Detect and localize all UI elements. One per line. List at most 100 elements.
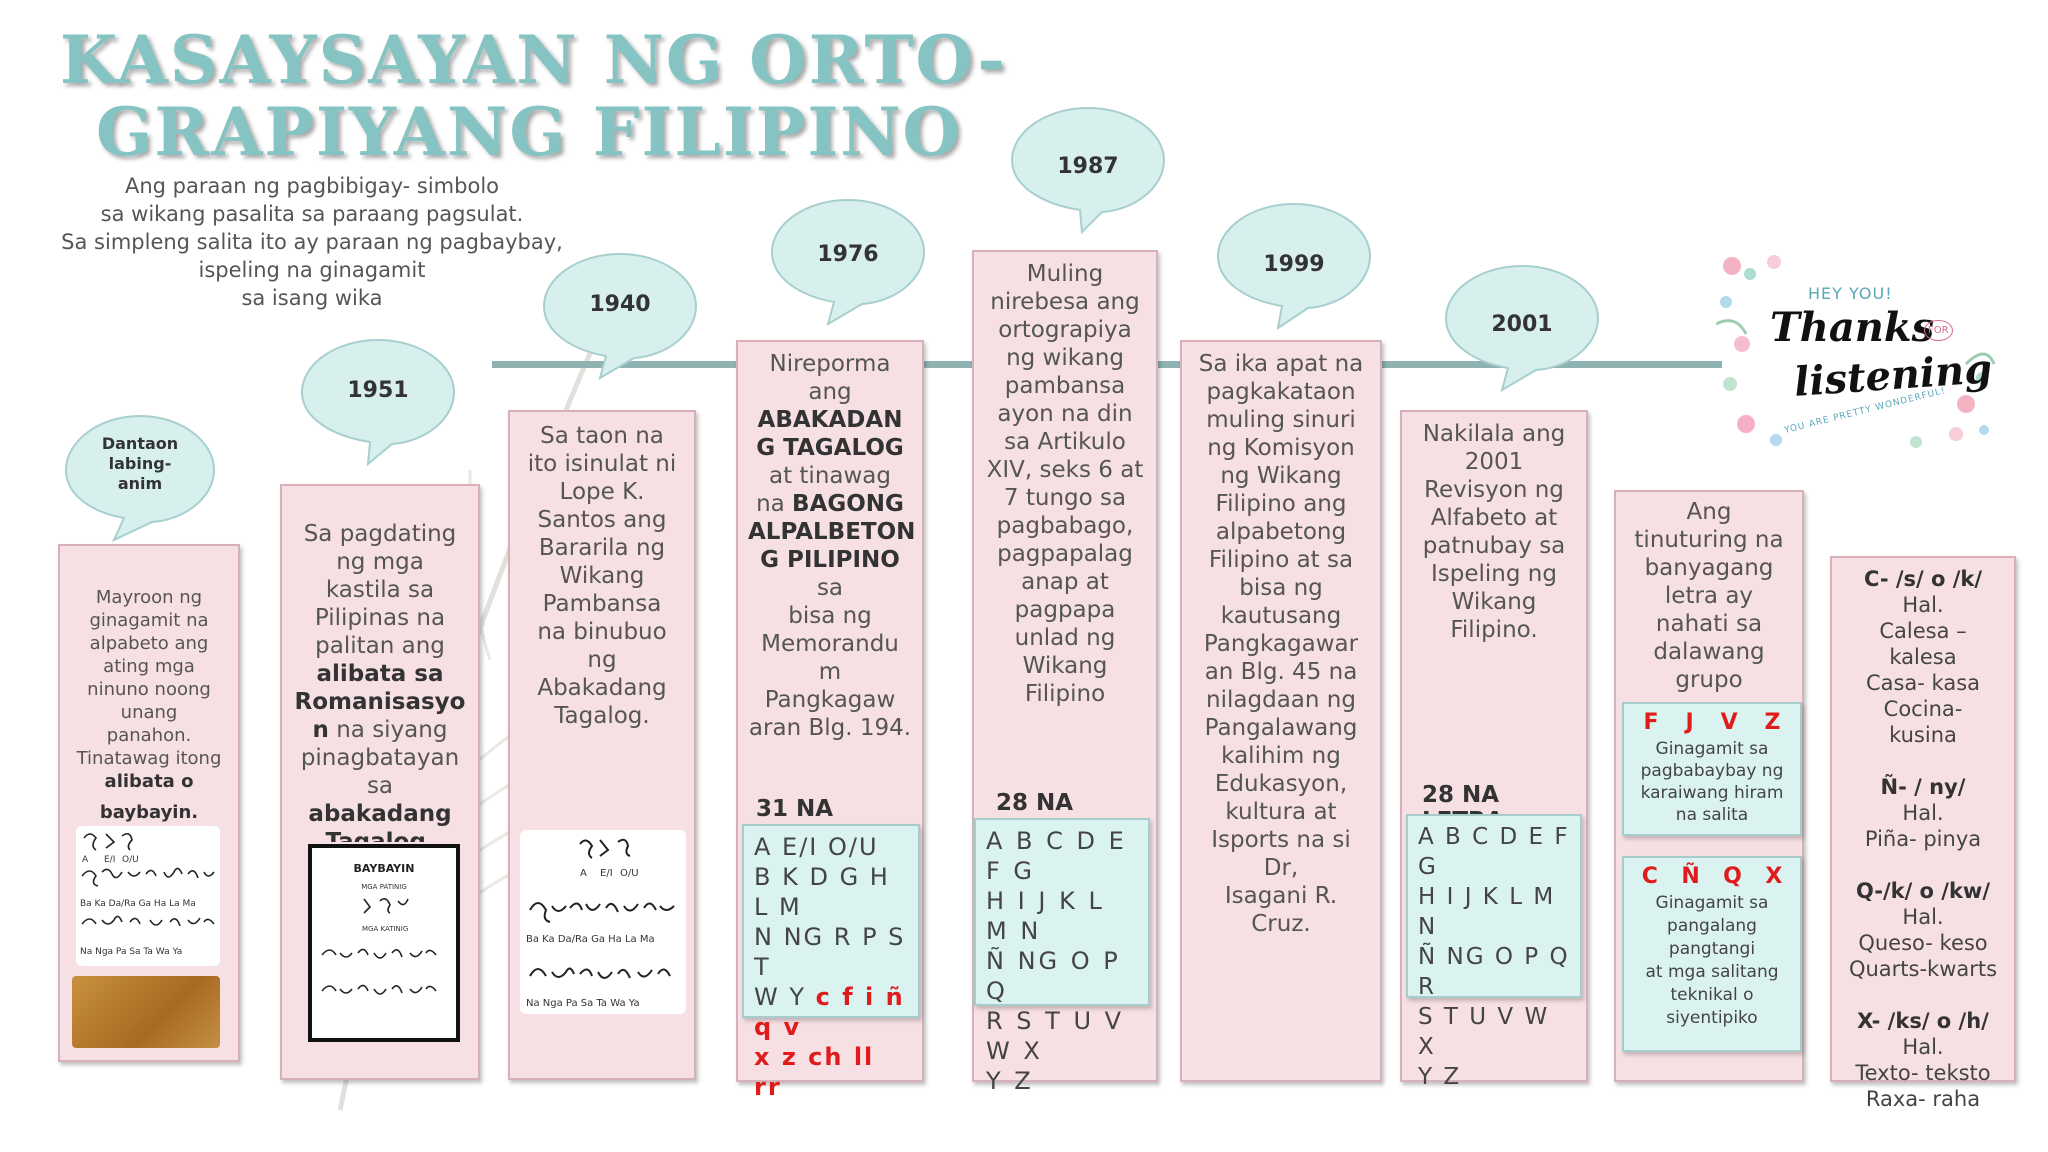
card-line: Filipino ang [1215,491,1347,517]
foreign-letter: F [1643,710,1659,735]
card-line: nirebesa ang [990,289,1140,315]
alphabet-line: H I J K L M N [1418,884,1556,940]
card-line: Ispeling ng [1431,561,1557,587]
foreign-letter: Ñ [1681,864,1700,889]
foreign-letter: Q [1723,864,1742,889]
card-line: ninuno noong [87,679,211,700]
example-line: Cocina- [1883,697,1963,721]
card-line: kautusang [1220,603,1342,629]
card-line: kultura at [1225,799,1337,825]
card-line: Isports na si Dr, [1211,827,1351,881]
card-line: 7 tungo sa [1003,485,1127,511]
bubble-2001: 2001 [1442,262,1602,392]
card-line: Tinatawag itong [76,748,222,769]
card-line: pambansa [1004,373,1126,399]
card-line: patnubay sa [1422,533,1566,559]
baybayin-chart-image: A E/I O/U Ba Ka Da/Ra Ga Ha La Ma Na Nga P… [76,826,220,966]
example-line: Casa- kasa [1865,671,1981,695]
card-line: XIV, seks 6 at [986,457,1144,483]
group-description: karaiwang hiram [1640,783,1784,803]
new-letters: x z ch ll rr [754,1043,875,1101]
card-bold-text: G PILIPINO [760,547,900,573]
example-line: Piña- pinya [1864,827,1982,851]
card-line: alpabeto ang [89,633,209,654]
title-line-1: KASAYSAYAN NG ORTO- [60,21,1007,99]
card-line: 2001 [1464,449,1524,475]
svg-text:E/I: E/I [104,855,115,865]
card-line: an Blg. 45 na [1204,659,1358,685]
thanks-hey-text: HEY YOU! [1808,284,1893,303]
card-line: ortograpiya [998,317,1132,343]
card-line: ginagamit na [89,610,209,631]
card-line: ng Wikang [1220,463,1342,489]
intro-line: sa isang wika [241,286,383,310]
card-line: Pambansa [542,591,662,617]
card-line: Muling [1026,261,1104,287]
card-bold-text: Tagalog. [325,829,435,842]
chart-subtitle: MGA KATINIG [362,925,408,933]
card-line: at tinawag [768,463,891,489]
card-line: palitan ang [315,633,445,659]
card-line: ng Komisyon [1207,435,1355,461]
bubble-1976: 1976 [768,196,928,326]
card-line: banyagang [1644,555,1774,581]
intro-line: Sa simpleng salita ito ay paraan ng pagb… [61,230,563,254]
card-bold-text: abakadang [308,801,452,827]
svg-text:O/U: O/U [122,855,139,865]
bubble-1940: 1940 [540,250,700,380]
letter-group-cnqx: C Ñ Q X Ginagamit sa pangalang pangtangi… [1622,856,1802,1052]
bubble-1987: 1987 [1008,104,1168,234]
example-line: kalesa [1889,645,1957,669]
card-line: na binubuo [537,619,667,645]
alphabet-line: H I J K L M N [986,887,1105,945]
card-line: Nakilala ang [1422,421,1566,447]
examples-card: C- /s/ o /k/ Hal. Calesa – kalesa Casa- … [1830,556,2016,1111]
card-line: ayon na din [997,401,1133,427]
group-description: pagbabaybay ng [1640,761,1784,781]
timeline-card-1940: Sa taon na ito isinulat ni Lope K. Santo… [508,410,696,1080]
card-line: Wikang [1451,589,1537,615]
example-line: Calesa – [1879,619,1967,643]
card-line: sa [816,575,844,601]
chart-title: BAYBAYIN [353,862,415,875]
bubble-year: 2001 [1491,312,1553,337]
card-line: ng wikang [1006,345,1124,371]
intro-line: ispeling na ginagamit [198,258,426,282]
card-line: Nireporma [769,351,891,377]
card-line: ng [587,647,617,673]
alphabet-line: A B C D E F G [986,827,1127,885]
baybayin-table-image: BAYBAYIN MGA PATINIG MGA KATINIG [308,844,460,1042]
card-line: Cruz. [1251,911,1311,937]
card-line: Mayroon ng [95,587,203,608]
card-bold-text: alibata sa [316,661,444,687]
alphabet-line: Ñ NG O P Q [986,947,1121,1005]
card-line: alpabetong [1215,519,1347,545]
card-line: Abakadang [537,675,667,701]
alphabet-line: Ñ NG O P Q R [1418,944,1570,1000]
alphabet-line: R S T U V W X [986,1007,1125,1065]
svg-text:A: A [82,855,89,865]
card-line: dalawang [1653,639,1765,665]
card-line: ng mga [336,549,424,575]
timeline-card-16th-century: Mayroon ng ginagamit na alpabeto ang ati… [58,544,240,1062]
svg-text:O/U: O/U [620,868,639,879]
foreign-letter: V [1720,710,1738,735]
card-line: Sa ika apat na [1198,351,1364,377]
svg-text:A: A [580,868,587,879]
card-line: Filipino at sa [1208,547,1354,573]
rule-heading: X- /ks/ o /h/ [1857,1009,1989,1033]
group-description: na salita [1675,805,1749,825]
bubble-year: 1976 [817,242,879,267]
card-bold-text: G TAGALOG [756,435,904,461]
alphabet-box-1987: A B C D E F G H I J K L M N Ñ NG O P Q R… [974,818,1150,1095]
ancient-script-image [72,976,220,1048]
card-line: unlad ng [1014,625,1116,651]
alphabet-line: W Y [754,983,807,1011]
alphabet-line: B K D G H L M [754,863,890,921]
group-description: at mga salitang [1645,962,1779,982]
example-line: Queso- keso [1858,931,1988,955]
example-line: Hal. [1902,801,1944,825]
rule-heading: C- /s/ o /k/ [1863,567,1983,591]
card-line: Ang [1686,499,1732,525]
timeline-card-1951: Sa pagdating ng mga kastila sa Pilipinas… [280,484,480,1080]
